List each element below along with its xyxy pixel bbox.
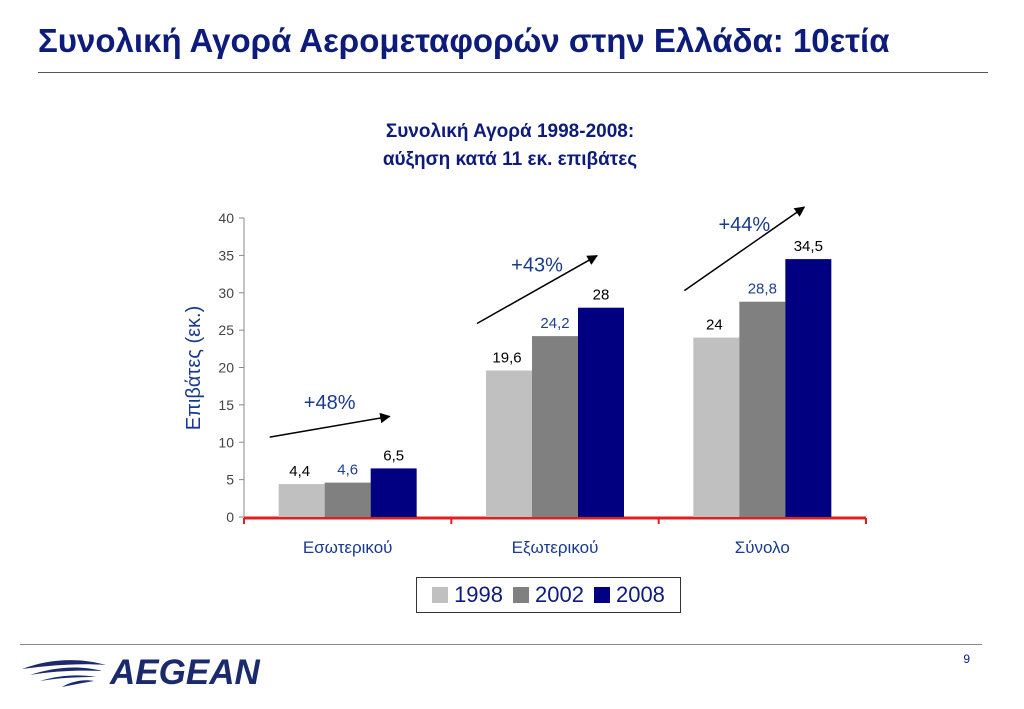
bird-icon — [22, 660, 106, 687]
growth-label: +44% — [718, 214, 770, 236]
legend-item-2002: 2002 — [513, 582, 584, 608]
data-label: 28 — [593, 287, 610, 304]
legend-label-2002: 2002 — [535, 582, 584, 607]
slide-title: Συνολική Αγορά Αερομεταφορών στην Ελλάδα… — [38, 22, 890, 59]
data-label: 28,8 — [748, 281, 777, 298]
aegean-logo: AEGEAN — [22, 653, 260, 692]
y-tick-label: 35 — [218, 247, 234, 263]
y-tick-label: 0 — [226, 509, 234, 525]
chart-title: Συνολική Αγορά 1998-2008: αύξηση κατά 11… — [300, 118, 720, 174]
y-tick-label: 30 — [218, 285, 234, 301]
bar-2002 — [324, 482, 371, 517]
y-tick-label: 15 — [218, 397, 234, 413]
chart-legend: 1998 2002 2008 — [416, 577, 681, 613]
bar-2008 — [578, 307, 624, 517]
chart-title-line-1: Συνολική Αγορά 1998-2008: — [385, 121, 635, 142]
data-label: 4,4 — [289, 463, 310, 480]
legend-label-1998: 1998 — [454, 582, 504, 607]
y-tick-label: 10 — [218, 434, 234, 450]
page-number: 9 — [963, 652, 970, 666]
title-divider — [38, 72, 988, 73]
data-label: 24 — [706, 317, 723, 334]
y-tick-label: 5 — [226, 472, 234, 488]
x-tick-label: Σύνολο — [735, 538, 790, 557]
x-tick-label: Εσωτερικού — [303, 538, 393, 557]
bar-1998 — [693, 337, 740, 517]
y-tick-label: 20 — [218, 360, 234, 376]
chart-title-line-2: αύξηση κατά 11 εκ. επιβάτες — [382, 149, 638, 170]
data-label: 6,5 — [383, 447, 404, 464]
bar-1998 — [278, 484, 325, 517]
data-label: 34,5 — [794, 238, 823, 255]
y-tick-label: 40 — [218, 210, 234, 226]
logo-wordmark: AEGEAN — [109, 653, 260, 692]
legend-label-2008: 2008 — [615, 582, 665, 607]
growth-arrow — [269, 412, 391, 438]
data-label: 19,6 — [492, 349, 521, 366]
footer-divider — [20, 644, 982, 645]
growth-arrow — [683, 206, 806, 292]
bar-2002 — [532, 336, 578, 517]
y-tick-label: 25 — [218, 322, 234, 338]
bar-2008 — [370, 468, 417, 517]
growth-arrow — [476, 255, 598, 325]
x-tick-label: Εξωτερικού — [512, 538, 599, 557]
legend-item-1998: 1998 — [432, 582, 503, 608]
data-label: 4,6 — [337, 462, 358, 479]
legend-swatch-2008 — [593, 587, 610, 603]
data-label: 24,2 — [540, 315, 569, 332]
legend-swatch-2002 — [513, 587, 530, 603]
legend-item-2008: 2008 — [593, 582, 665, 608]
legend-swatch-1998 — [432, 587, 449, 603]
growth-label: +43% — [511, 255, 563, 277]
growth-label: +48% — [304, 392, 356, 414]
bar-2002 — [739, 301, 786, 517]
y-axis-label: Επιβάτες (εκ.) — [183, 306, 205, 430]
bar-2008 — [785, 259, 832, 517]
bar-1998 — [486, 370, 532, 517]
